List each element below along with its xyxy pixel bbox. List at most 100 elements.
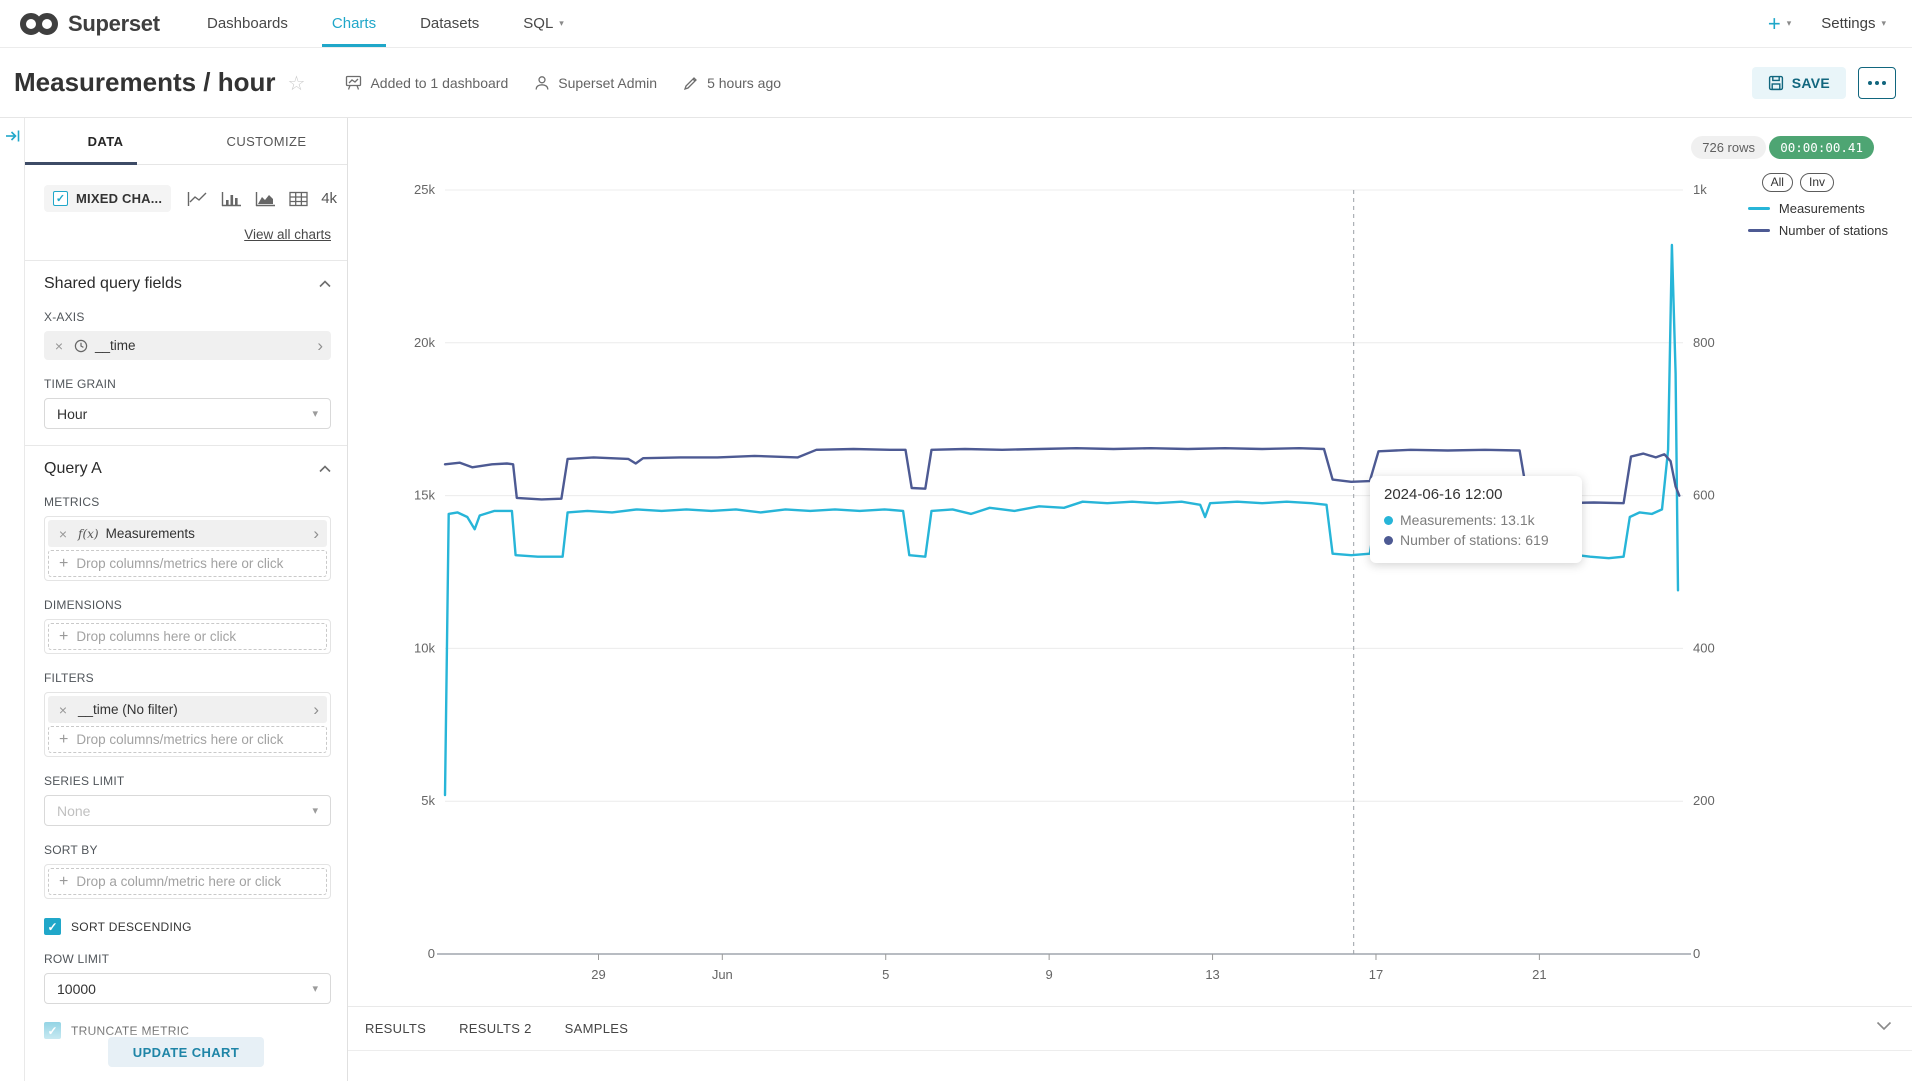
series-limit-select[interactable]: None ▾ <box>44 795 331 826</box>
remove-icon[interactable]: × <box>58 701 68 718</box>
settings-menu[interactable]: Settings ▾ <box>1821 15 1886 32</box>
panel-gutter <box>0 118 25 1081</box>
panel-tabs: DATA CUSTOMIZE <box>25 118 347 165</box>
legend-all-button[interactable]: All <box>1761 173 1793 192</box>
svg-text:200: 200 <box>1693 793 1715 808</box>
remove-icon[interactable]: × <box>54 337 64 354</box>
checked-checkbox-icon: ✓ <box>44 1022 61 1039</box>
legend-item-measurements[interactable]: Measurements <box>1747 201 1888 216</box>
series-limit-label: SERIES LIMIT <box>44 774 125 788</box>
sort-by-group: + Drop a column/metric here or click <box>44 864 331 899</box>
nav-items: Dashboards Charts Datasets SQL ▾ <box>185 0 586 47</box>
superset-logo[interactable]: Superset <box>0 11 185 37</box>
tab-data[interactable]: DATA <box>25 118 186 165</box>
divider <box>25 260 347 261</box>
big-number-icon[interactable]: 4k <box>321 190 338 207</box>
line-chart-icon[interactable] <box>187 191 208 207</box>
plus-icon: + <box>1767 10 1781 36</box>
chevron-down-icon: ▾ <box>559 18 564 28</box>
checked-checkbox-icon: ✓ <box>53 191 68 206</box>
plus-icon: + <box>59 730 69 748</box>
update-chart-button[interactable]: UPDATE CHART <box>108 1037 264 1067</box>
time-grain-select[interactable]: Hour ▾ <box>44 398 331 429</box>
filter-time-no-filter[interactable]: × __time (No filter) › <box>48 696 327 723</box>
top-nav: Superset Dashboards Charts Datasets SQL ▾… <box>0 0 1912 48</box>
meta-last-modified[interactable]: 5 hours ago <box>683 75 781 91</box>
tooltip-row-measurements: Measurements: 13.1k <box>1384 510 1568 530</box>
chevron-right-icon: › <box>313 700 319 719</box>
plus-icon: + <box>59 872 69 890</box>
legend-item-stations[interactable]: Number of stations <box>1747 223 1888 238</box>
svg-text:21: 21 <box>1532 967 1546 982</box>
series-dot-icon <box>1384 515 1393 525</box>
tab-results-2[interactable]: RESULTS 2 <box>459 1021 532 1036</box>
more-actions-button[interactable] <box>1858 66 1896 99</box>
chart-legend: Measurements Number of stations <box>1747 201 1888 238</box>
function-icon: f(x) <box>78 526 99 541</box>
collapse-results-icon[interactable] <box>1876 1021 1892 1031</box>
dimensions-dropzone[interactable]: + Drop columns here or click <box>48 623 327 650</box>
chevron-up-icon <box>319 280 331 288</box>
tab-results[interactable]: RESULTS <box>365 1021 427 1036</box>
meta-dashboard[interactable]: Added to 1 dashboard <box>345 75 508 91</box>
metric-measurements[interactable]: × f(x) Measurements › <box>48 520 327 547</box>
section-shared-query-fields[interactable]: Shared query fields <box>44 275 331 293</box>
timeseries-chart[interactable]: 0 0 5k 200 10k 400 15k 600 20k 800 25k 1k 29 Jun 5 9 13 1… <box>348 118 1912 1006</box>
view-all-charts-link[interactable]: View all charts <box>244 227 331 242</box>
chart-meta: Added to 1 dashboard Superset Admin 5 ho… <box>345 75 781 91</box>
results-panel: RESULTS RESULTS 2 SAMPLES <box>348 1006 1912 1081</box>
chevron-up-icon <box>319 465 331 473</box>
filters-label: FILTERS <box>44 671 94 685</box>
row-count-badge: 726 rows <box>1691 136 1766 159</box>
chart-header: Measurements / hour ☆ Added to 1 dashboa… <box>0 48 1912 118</box>
query-timer-badge: 00:00:00.41 <box>1769 136 1874 159</box>
collapse-panel-icon[interactable] <box>5 128 21 144</box>
series-dot-icon <box>1384 535 1393 545</box>
favorite-star-icon[interactable]: ☆ <box>287 73 306 95</box>
svg-text:0: 0 <box>428 946 435 961</box>
nav-item-datasets[interactable]: Datasets <box>420 15 480 32</box>
row-limit-select[interactable]: 10000 ▾ <box>44 973 331 1004</box>
save-button[interactable]: SAVE <box>1751 66 1846 99</box>
meta-owner[interactable]: Superset Admin <box>534 75 657 91</box>
legend-inv-button[interactable]: Inv <box>1799 173 1834 192</box>
sort-by-label: SORT BY <box>44 843 98 857</box>
table-icon[interactable] <box>289 191 308 207</box>
metrics-dropzone[interactable]: + Drop columns/metrics here or click <box>48 550 327 577</box>
nav-item-sql[interactable]: SQL ▾ <box>523 15 564 32</box>
infinity-logo-icon <box>20 12 58 35</box>
svg-text:0: 0 <box>1693 946 1700 961</box>
remove-icon[interactable]: × <box>58 525 68 542</box>
tab-samples[interactable]: SAMPLES <box>564 1021 629 1036</box>
x-axis-field[interactable]: × __time › <box>44 331 331 360</box>
section-query-a[interactable]: Query A <box>44 460 331 478</box>
bar-chart-icon[interactable] <box>221 191 242 207</box>
chevron-down-icon: ▾ <box>1786 18 1792 28</box>
svg-text:13: 13 <box>1205 967 1219 982</box>
filters-dropzone[interactable]: + Drop columns/metrics here or click <box>48 726 327 753</box>
tab-customize[interactable]: CUSTOMIZE <box>226 133 307 149</box>
svg-text:1k: 1k <box>1693 182 1707 197</box>
metrics-label: METRICS <box>44 495 100 509</box>
checked-checkbox-icon: ✓ <box>44 918 61 935</box>
area-chart-icon[interactable] <box>255 191 276 207</box>
sort-descending-checkbox[interactable]: ✓ SORT DESCENDING <box>44 918 331 935</box>
plus-icon: + <box>59 554 69 572</box>
svg-text:600: 600 <box>1693 488 1715 503</box>
viz-type-selected[interactable]: ✓ MIXED CHA... <box>44 185 172 212</box>
nav-item-dashboards[interactable]: Dashboards <box>207 15 288 32</box>
nav-item-charts[interactable]: Charts <box>310 0 398 47</box>
svg-text:Jun: Jun <box>712 967 733 982</box>
chevron-right-icon: › <box>317 336 323 355</box>
legend-swatch <box>1747 229 1770 232</box>
metrics-group: × f(x) Measurements › + Drop columns/met… <box>44 516 331 581</box>
dimensions-group: + Drop columns here or click <box>44 619 331 654</box>
chart-tooltip: 2024-06-16 12:00 Measurements: 13.1k Num… <box>1370 476 1582 563</box>
new-item-button[interactable]: + ▾ <box>1767 10 1792 36</box>
sort-by-dropzone[interactable]: + Drop a column/metric here or click <box>48 868 327 895</box>
svg-text:10k: 10k <box>414 640 435 655</box>
svg-text:400: 400 <box>1693 640 1715 655</box>
time-grain-label: TIME GRAIN <box>44 377 117 391</box>
svg-text:29: 29 <box>591 967 605 982</box>
